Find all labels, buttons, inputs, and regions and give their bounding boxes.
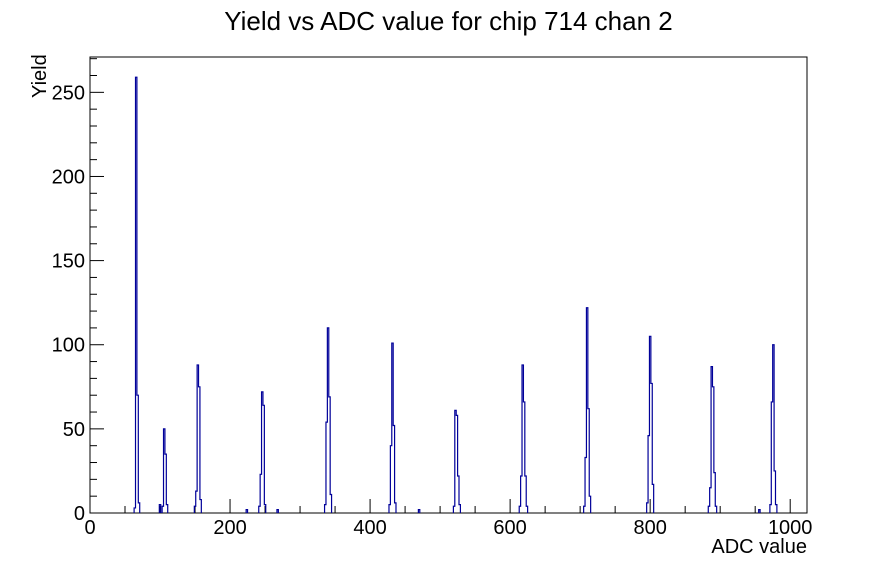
y-axis-tick-label: 200 [52,166,85,188]
x-axis-title: ADC value [711,536,807,558]
chart-title: Yield vs ADC value for chip 714 chan 2 [224,6,673,36]
y-axis-tick-label: 150 [52,251,85,273]
x-axis-tick-label: 800 [633,517,666,539]
y-axis-tick-label: 0 [74,503,85,525]
histogram-path [133,76,778,513]
x-axis-tick-label: 1000 [768,517,813,539]
y-axis-tick-label: 100 [52,335,85,357]
x-axis-tick-label: 400 [353,517,386,539]
x-axis-tick-label: 0 [84,517,95,539]
y-axis-title: Yield [29,54,51,98]
plot-frame [89,56,808,514]
y-axis-tick-label: 50 [63,419,85,441]
x-axis-tick-label: 200 [213,517,246,539]
y-axis-tick-label: 250 [52,82,85,104]
x-axis-tick-label: 600 [493,517,526,539]
